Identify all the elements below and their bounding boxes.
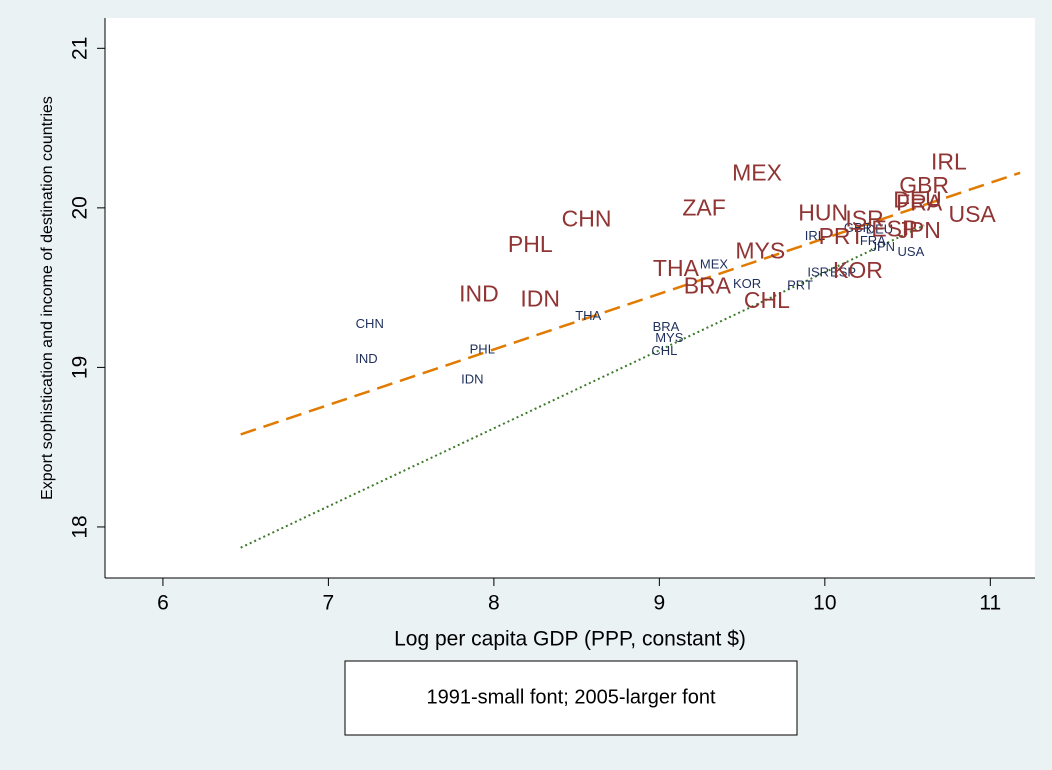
- y-tick-label: 20: [69, 196, 92, 219]
- x-axis-title: Log per capita GDP (PPP, constant $): [394, 628, 746, 651]
- x-tick-label: 6: [157, 592, 169, 615]
- point-label: IRL: [805, 228, 825, 243]
- y-tick-label: 21: [69, 37, 92, 60]
- point-label: ISR: [845, 206, 883, 232]
- point-label: DEU: [866, 222, 893, 237]
- point-label: DEU: [893, 187, 942, 213]
- point-label: JPN: [870, 239, 895, 254]
- x-tick-label: 10: [813, 592, 836, 615]
- point-label: ESP: [871, 215, 917, 241]
- point-label: MYS: [735, 238, 785, 264]
- point-label: GBR: [899, 172, 949, 198]
- point-label: IND: [355, 351, 377, 366]
- point-label: THA: [575, 308, 601, 323]
- plot-area: [105, 18, 1035, 578]
- point-label: PRT: [819, 223, 865, 249]
- point-label: BRA: [653, 319, 680, 334]
- point-label: FRA: [896, 190, 943, 216]
- point-label: CHL: [744, 287, 790, 313]
- y-tick-label: 19: [69, 356, 92, 379]
- point-label: MEX: [732, 159, 782, 185]
- x-tick-label: 8: [488, 592, 500, 615]
- point-label: BRA: [684, 273, 732, 299]
- y-axis-title: Export sophistication and income of dest…: [39, 96, 56, 500]
- note-box: [344, 660, 798, 736]
- point-label: PRT: [787, 277, 813, 292]
- point-label: KOR: [833, 257, 883, 283]
- point-label: PHL: [508, 231, 553, 257]
- point-label: IND: [459, 281, 499, 307]
- point-label: USA: [898, 244, 925, 259]
- x-tick-label: 9: [654, 592, 666, 615]
- point-label: ZAF: [682, 195, 725, 221]
- point-label: MYS: [655, 330, 684, 345]
- point-label: JPN: [897, 217, 940, 243]
- point-label: CHN: [562, 206, 612, 232]
- point-label: ESP: [830, 265, 856, 280]
- point-label: MEX: [700, 257, 729, 272]
- note: 1991-small font; 2005-larger font: [426, 686, 715, 708]
- x-tick-label: 11: [979, 592, 1001, 615]
- point-label: FRA: [860, 233, 886, 248]
- point-label: IDN: [461, 372, 483, 387]
- fit-line: [240, 171, 1021, 436]
- point-label: GBR: [844, 220, 872, 235]
- point-label: USA: [948, 201, 996, 227]
- y-tick-label: 18: [69, 515, 92, 538]
- point-label: HUN: [798, 199, 848, 225]
- fit-line: [240, 224, 925, 549]
- point-label: IRL: [931, 148, 967, 174]
- point-label: CHL: [651, 343, 677, 358]
- point-label: CHN: [356, 316, 384, 331]
- point-label: PHL: [470, 341, 495, 356]
- point-label: IDN: [520, 285, 560, 311]
- point-label: KOR: [733, 276, 761, 291]
- x-tick-label: 7: [323, 592, 335, 615]
- point-label: ISR: [807, 265, 829, 280]
- point-label: THA: [653, 255, 700, 281]
